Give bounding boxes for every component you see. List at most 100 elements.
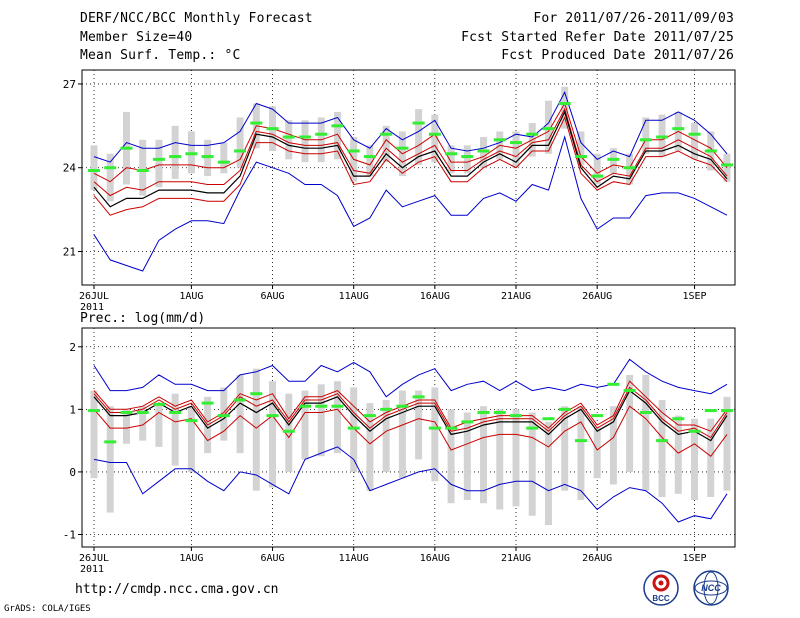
spread-box	[252, 368, 260, 491]
x-tick-label: 21AUG	[501, 553, 531, 564]
series-line-mean-plus	[93, 107, 728, 197]
y-tick-label: 1	[69, 403, 76, 416]
spread-box	[707, 418, 715, 497]
series-line-mean-minus	[93, 116, 728, 216]
series-line-min	[93, 446, 728, 523]
spread-box	[333, 111, 341, 160]
spread-box	[139, 139, 147, 196]
series-line-mean-plus	[93, 386, 728, 439]
series-line-mean	[93, 389, 728, 442]
spread-box	[285, 120, 293, 160]
spread-box	[609, 406, 617, 485]
spread-box	[431, 114, 439, 163]
spread-box	[723, 396, 731, 491]
x-tick-label: 26JUL	[79, 553, 109, 564]
x-tick-label: 1SEP	[682, 291, 706, 302]
x-tick-label: 11AUG	[339, 553, 369, 564]
spread-box	[463, 412, 471, 501]
spread-box	[512, 131, 520, 168]
spread-box	[398, 390, 406, 479]
spread-box	[431, 387, 439, 482]
spread-box	[691, 123, 699, 160]
spread-box	[528, 412, 536, 516]
spread-box	[106, 153, 114, 202]
spread-box	[626, 374, 634, 472]
spread-box	[463, 145, 471, 174]
source-url[interactable]: http://cmdp.ncc.cma.gov.cn	[75, 582, 279, 597]
plot-frame	[81, 327, 736, 548]
spread-box	[577, 131, 585, 165]
grads-credit: GrADS: COLA/IGES	[4, 604, 91, 614]
y-tick-label: 27	[63, 78, 76, 91]
spread-box	[301, 120, 309, 163]
series-line-max	[93, 358, 728, 398]
spread-box	[236, 117, 244, 168]
series-line-upper	[93, 380, 728, 432]
x-tick-label: 26JUL	[79, 291, 109, 302]
spread-box	[106, 406, 114, 513]
spread-box	[350, 387, 358, 472]
spread-box	[561, 406, 569, 491]
spread-box	[642, 374, 650, 491]
spread-box	[333, 381, 341, 454]
x-tick-label: 16AUG	[420, 291, 450, 302]
x-tick-label: 21AUG	[501, 291, 531, 302]
spread-box	[382, 125, 390, 163]
spread-box	[480, 406, 488, 504]
x-tick-label: 26AUG	[582, 553, 612, 564]
forecast-started-date: Fcst Started Refer Date 2011/07/25	[461, 30, 734, 45]
spread-box	[269, 381, 277, 488]
y-tick-label: -1	[63, 528, 76, 541]
spread-box	[122, 409, 130, 444]
spread-box	[658, 399, 666, 497]
plot-frame	[81, 69, 736, 286]
series-line-max	[93, 91, 728, 163]
x-tick-year-label: 2011	[80, 564, 104, 575]
y-tick-label: 24	[63, 162, 77, 175]
x-tick-label: 6AUG	[260, 291, 284, 302]
y-tick-label: 0	[69, 466, 76, 479]
spread-box	[593, 428, 601, 479]
spread-box	[415, 390, 423, 460]
temperature-label: Mean Surf. Temp.: °C	[80, 48, 241, 63]
y-tick-label: 2	[69, 341, 76, 354]
ncc-logo-text: NCC	[701, 583, 721, 593]
spread-box	[220, 142, 228, 174]
bcc-logo-text: BCC	[652, 594, 670, 603]
spread-box	[544, 421, 552, 526]
spread-box	[171, 393, 179, 466]
x-tick-label: 1SEP	[682, 553, 706, 564]
x-tick-label: 26AUG	[582, 291, 612, 302]
spread-box	[561, 86, 569, 129]
spread-box	[236, 374, 244, 454]
spread-box	[593, 153, 601, 185]
spread-box	[382, 399, 390, 472]
forecast-title: DERF/NCC/BCC Monthly Forecast	[80, 11, 313, 26]
series-line-mean-minus	[93, 405, 728, 458]
series-line-mean	[93, 110, 728, 208]
spread-box	[285, 393, 293, 472]
spread-box	[171, 125, 179, 179]
spread-box	[512, 409, 520, 507]
spread-box	[415, 109, 423, 165]
spread-box	[301, 390, 309, 460]
spread-box	[723, 153, 731, 182]
spread-box	[366, 145, 374, 177]
x-tick-label: 1AUG	[179, 291, 203, 302]
x-tick-year-label: 2011	[80, 302, 104, 313]
y-tick-label: 21	[63, 245, 76, 258]
spread-box	[187, 406, 195, 472]
spread-box	[90, 145, 98, 191]
precipitation-label: Prec.: log(mm/d)	[80, 311, 205, 326]
spread-box	[90, 390, 98, 479]
series-line-min	[93, 135, 728, 272]
spread-box	[139, 406, 147, 441]
spread-box	[317, 384, 325, 457]
forecast-produced-date: Fcst Produced Date 2011/07/26	[501, 48, 734, 63]
spread-box	[220, 387, 228, 441]
spread-box	[366, 403, 374, 491]
spread-box	[447, 145, 455, 174]
